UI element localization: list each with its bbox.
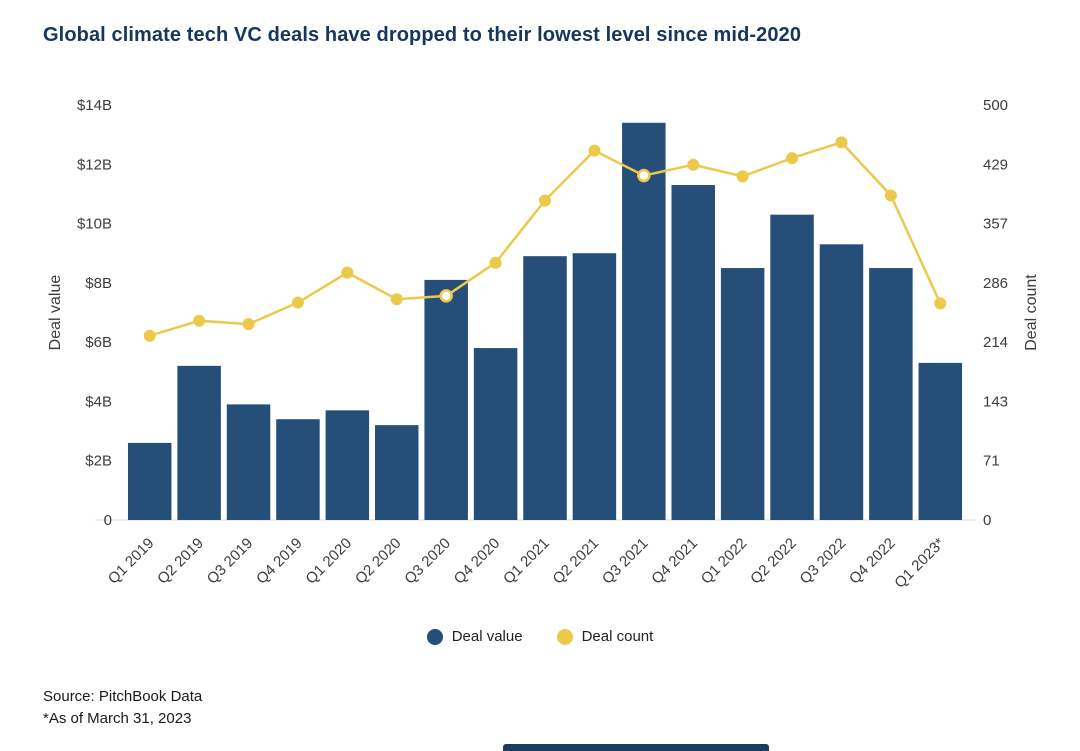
left-axis-tick: $12B bbox=[77, 156, 112, 173]
x-axis-label: Q3 2019 bbox=[204, 535, 257, 588]
right-axis-tick: 286 bbox=[983, 275, 1008, 292]
deal-value-bar bbox=[375, 425, 419, 520]
deal-value-bar bbox=[622, 122, 666, 521]
deal-count-point bbox=[835, 136, 848, 149]
left-axis-tick: $2B bbox=[85, 453, 112, 470]
right-axis-tick: 143 bbox=[983, 393, 1008, 410]
x-axis-label: Q4 2019 bbox=[253, 535, 306, 588]
deal-count-point-highlighted bbox=[637, 168, 651, 183]
deal-value-swatch bbox=[426, 628, 443, 645]
deal-value-bar bbox=[325, 410, 370, 520]
deal-count-point bbox=[291, 296, 304, 309]
deal-count-point-highlighted bbox=[439, 289, 453, 303]
deal-count-point bbox=[193, 314, 206, 327]
x-axis-label: Q4 2021 bbox=[648, 535, 701, 588]
x-axis-label: Q1 2019 bbox=[105, 535, 158, 588]
x-axis-label: Q2 2021 bbox=[550, 535, 603, 588]
source-line: Source: PitchBook Data bbox=[43, 688, 203, 705]
deal-value-bar bbox=[127, 442, 172, 520]
deal-value-bar bbox=[473, 348, 518, 520]
left-axis-tick: $14B bbox=[77, 97, 112, 114]
right-axis-tick: 214 bbox=[983, 334, 1008, 351]
deal-value-bar bbox=[869, 268, 913, 520]
x-axis-label: Q1 2022 bbox=[698, 535, 751, 588]
x-axis-label: Q1 2020 bbox=[302, 535, 355, 588]
left-axis-tick: $6B bbox=[85, 334, 112, 351]
deal-count-point bbox=[884, 189, 897, 202]
chart-title: Global climate tech VC deals have droppe… bbox=[43, 24, 802, 46]
deal-count-point bbox=[786, 152, 799, 165]
legend-item-deal-count: Deal count bbox=[556, 628, 654, 645]
left-axis-tick: $8B bbox=[85, 275, 112, 292]
deal-value-bar bbox=[671, 185, 715, 520]
deal-value-bar bbox=[424, 279, 468, 520]
deal-value-bar bbox=[720, 268, 765, 520]
deal-count-swatch bbox=[556, 628, 573, 645]
right-axis-title: Deal count bbox=[1023, 274, 1040, 351]
deal-count-point bbox=[242, 318, 255, 331]
left-axis-tick: 0 bbox=[104, 512, 112, 529]
x-axis-label: Q1 2021 bbox=[500, 535, 553, 588]
deal-count-point bbox=[539, 194, 551, 207]
deal-count-point bbox=[390, 293, 403, 306]
footnote-line: *As of March 31, 2023 bbox=[43, 710, 192, 727]
combo-chart: 0 $2B $4B $6B $8B $10B $12B $14B 0 71 143 214 286 357… bbox=[47, 97, 1040, 592]
left-axis-title: Deal value bbox=[47, 275, 64, 351]
deal-count-point bbox=[341, 266, 354, 279]
deal-value-bar bbox=[918, 362, 963, 520]
x-axis-label: Q2 2022 bbox=[747, 535, 800, 588]
deal-count-point bbox=[687, 158, 700, 171]
deal-value-bar bbox=[819, 244, 864, 521]
deal-value-bar bbox=[523, 256, 567, 520]
deal-value-bar bbox=[177, 365, 221, 520]
source-note: Source: PitchBook Data *As of March 31, … bbox=[43, 686, 202, 730]
x-axis-label: Q3 2020 bbox=[401, 535, 454, 588]
deal-count-point bbox=[489, 256, 502, 269]
deal-value-bar bbox=[572, 253, 617, 520]
x-axis-label: Q3 2022 bbox=[797, 535, 850, 588]
left-axis-tick: $10B bbox=[77, 216, 112, 233]
x-axis-label: Q4 2020 bbox=[451, 535, 504, 588]
legend-label-deal-count: Deal count bbox=[581, 628, 654, 645]
legend-label-deal-value: Deal value bbox=[451, 628, 523, 645]
right-axis-tick: 71 bbox=[983, 453, 1000, 470]
x-axis-label: Q2 2019 bbox=[154, 535, 207, 588]
right-axis-tick: 357 bbox=[983, 216, 1008, 233]
deal-count-point bbox=[588, 144, 601, 157]
bottom-partial-element bbox=[503, 744, 769, 751]
legend-item-deal-value: Deal value bbox=[426, 628, 523, 645]
x-axis-label: Q3 2021 bbox=[599, 535, 652, 588]
x-axis-label: Q2 2020 bbox=[352, 535, 405, 588]
right-axis-tick: 0 bbox=[983, 512, 991, 529]
x-axis-label: Q1 2023* bbox=[891, 535, 948, 592]
deal-value-bar bbox=[770, 214, 814, 520]
left-axis-tick: $4B bbox=[85, 393, 112, 410]
right-axis-tick: 500 bbox=[983, 97, 1008, 114]
deal-count-point bbox=[143, 329, 156, 342]
chart-legend: Deal value Deal count bbox=[0, 628, 1080, 645]
deal-value-bar bbox=[226, 404, 271, 520]
deal-count-point bbox=[934, 297, 947, 310]
deal-value-bar bbox=[276, 419, 320, 520]
right-axis-tick: 429 bbox=[983, 156, 1008, 173]
deal-count-point bbox=[736, 170, 749, 183]
